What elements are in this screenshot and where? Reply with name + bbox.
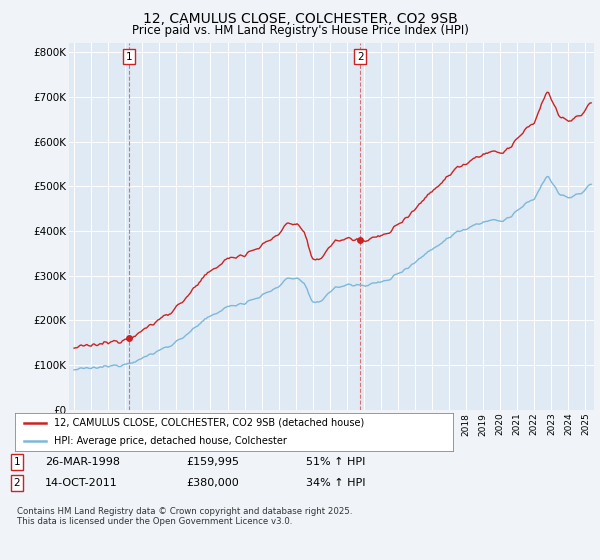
Text: £380,000: £380,000: [186, 478, 239, 488]
Text: 1: 1: [126, 52, 133, 62]
Text: 51% ↑ HPI: 51% ↑ HPI: [306, 457, 365, 467]
Text: 2: 2: [357, 52, 364, 62]
Text: 34% ↑ HPI: 34% ↑ HPI: [306, 478, 365, 488]
Text: 1: 1: [13, 457, 20, 467]
Text: 2: 2: [13, 478, 20, 488]
Text: Contains HM Land Registry data © Crown copyright and database right 2025.
This d: Contains HM Land Registry data © Crown c…: [17, 507, 352, 526]
Text: 12, CAMULUS CLOSE, COLCHESTER, CO2 9SB (detached house): 12, CAMULUS CLOSE, COLCHESTER, CO2 9SB (…: [55, 418, 365, 428]
Text: 12, CAMULUS CLOSE, COLCHESTER, CO2 9SB: 12, CAMULUS CLOSE, COLCHESTER, CO2 9SB: [143, 12, 457, 26]
Text: HPI: Average price, detached house, Colchester: HPI: Average price, detached house, Colc…: [55, 436, 287, 446]
Text: £159,995: £159,995: [186, 457, 239, 467]
Text: 26-MAR-1998: 26-MAR-1998: [45, 457, 120, 467]
Text: Price paid vs. HM Land Registry's House Price Index (HPI): Price paid vs. HM Land Registry's House …: [131, 24, 469, 36]
Text: 14-OCT-2011: 14-OCT-2011: [45, 478, 118, 488]
